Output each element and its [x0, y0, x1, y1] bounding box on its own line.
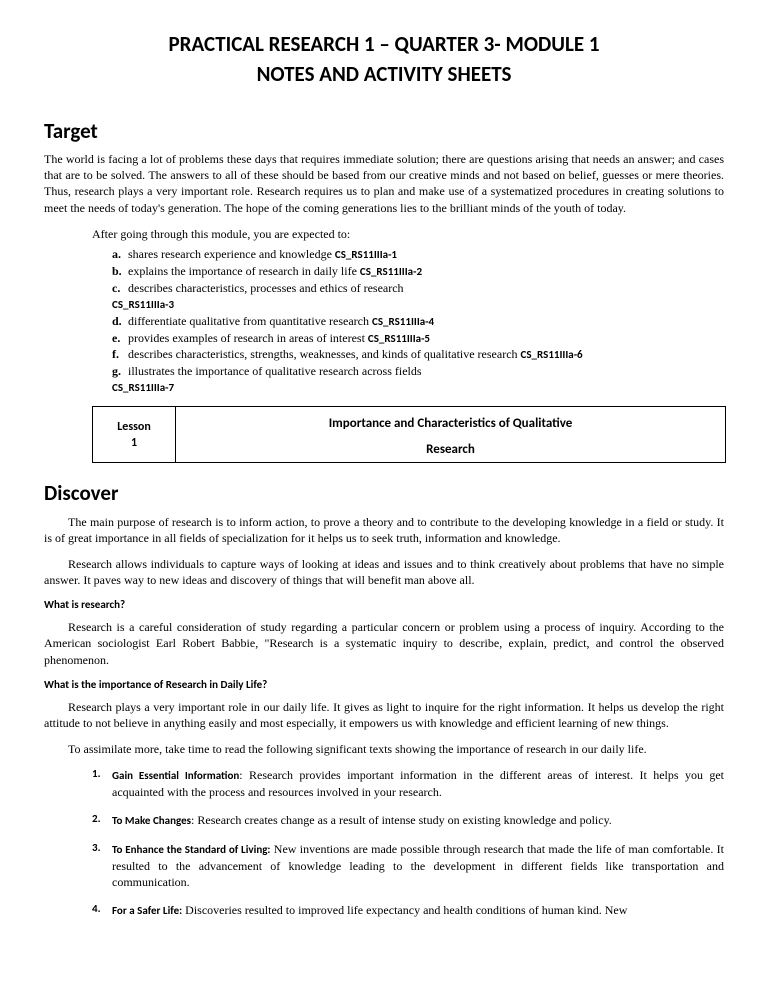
item-lead: For a Safer Life:: [112, 904, 182, 917]
objectives-list: a.shares research experience and knowled…: [92, 246, 724, 396]
discover-p3: Research is a careful consideration of s…: [44, 619, 724, 668]
objective-item: e.provides examples of research in areas…: [112, 330, 724, 347]
objective-code: CS_RS11IIIa-7: [112, 381, 174, 394]
document-title-line2: NOTES AND ACTIVITY SHEETS: [44, 60, 724, 88]
importance-item: 1.Gain Essential Information: Research p…: [92, 767, 724, 800]
target-heading: Target: [44, 117, 724, 145]
document-title-line1: PRACTICAL RESEARCH 1 – QUARTER 3- MODULE…: [44, 30, 724, 58]
importance-list: 1.Gain Essential Information: Research p…: [92, 767, 724, 919]
objective-marker: e.: [112, 330, 128, 346]
objective-code: CS_RS11IIIa-2: [360, 265, 422, 278]
objective-marker: d.: [112, 313, 128, 329]
lesson-box: Lesson 1 Importance and Characteristics …: [92, 406, 726, 463]
lesson-title-line2: Research: [180, 441, 721, 459]
objective-code: CS_RS11IIIa-1: [335, 248, 397, 261]
objective-code: CS_RS11IIIa-4: [372, 315, 434, 328]
importance-heading: What is the importance of Research in Da…: [44, 678, 724, 693]
importance-item: 2. To Make Changes: Research creates chan…: [92, 812, 724, 829]
objective-code: CS_RS11IIIa-6: [521, 348, 583, 361]
item-number: 2.: [92, 812, 101, 827]
lesson-label: Lesson: [97, 419, 171, 435]
objective-item: g.illustrates the importance of qualitat…: [112, 363, 724, 396]
target-intro: The world is facing a lot of problems th…: [44, 151, 724, 216]
item-number: 1.: [92, 767, 101, 782]
item-lead: Gain Essential Information: [112, 769, 239, 782]
objective-item: d.differentiate qualitative from quantit…: [112, 313, 724, 330]
objective-marker: f.: [112, 346, 128, 362]
discover-p1: The main purpose of research is to infor…: [44, 514, 724, 546]
what-is-research-heading: What is research?: [44, 598, 724, 613]
objective-text: shares research experience and knowledge: [128, 247, 335, 261]
objective-code: CS_RS11IIIa-5: [368, 332, 430, 345]
item-lead: To Make Changes: [112, 814, 191, 827]
objective-text: illustrates the importance of qualitativ…: [128, 364, 422, 378]
importance-item: 3.To Enhance the Standard of Living: New…: [92, 841, 724, 890]
discover-heading: Discover: [44, 479, 724, 507]
target-after: After going through this module, you are…: [92, 226, 724, 242]
objective-item: a.shares research experience and knowled…: [112, 246, 724, 263]
objective-text: explains the importance of research in d…: [128, 264, 360, 278]
importance-item: 4. For a Safer Life: Discoveries resulted…: [92, 902, 724, 919]
item-number: 3.: [92, 841, 101, 856]
objective-text: differentiate qualitative from quantitat…: [128, 314, 372, 328]
item-text: Discoveries resulted to improved life ex…: [182, 903, 627, 917]
objective-marker: c.: [112, 280, 128, 296]
lesson-title-line1: Importance and Characteristics of Qualit…: [180, 415, 721, 433]
objective-marker: g.: [112, 363, 128, 379]
lesson-number: 1: [97, 435, 171, 451]
objective-item: c.describes characteristics, processes a…: [112, 280, 724, 313]
objective-item: f.describes characteristics, strengths, …: [112, 346, 724, 363]
objective-marker: b.: [112, 263, 128, 279]
discover-p5: To assimilate more, take time to read th…: [44, 741, 724, 757]
item-number: 4.: [92, 902, 101, 917]
objective-item: b.explains the importance of research in…: [112, 263, 724, 280]
discover-p2: Research allows individuals to capture w…: [44, 556, 724, 588]
objective-code: CS_RS11IIIa-3: [112, 298, 174, 311]
objective-marker: a.: [112, 246, 128, 262]
objective-text: provides examples of research in areas o…: [128, 331, 368, 345]
objective-text: describes characteristics, processes and…: [128, 281, 404, 295]
lesson-title-cell: Importance and Characteristics of Qualit…: [176, 407, 725, 462]
item-lead: To Enhance the Standard of Living:: [112, 843, 270, 856]
discover-p4: Research plays a very important role in …: [44, 699, 724, 731]
lesson-number-cell: Lesson 1: [93, 407, 176, 462]
objective-text: describes characteristics, strengths, we…: [128, 347, 521, 361]
item-text: : Research creates change as a result of…: [191, 813, 612, 827]
